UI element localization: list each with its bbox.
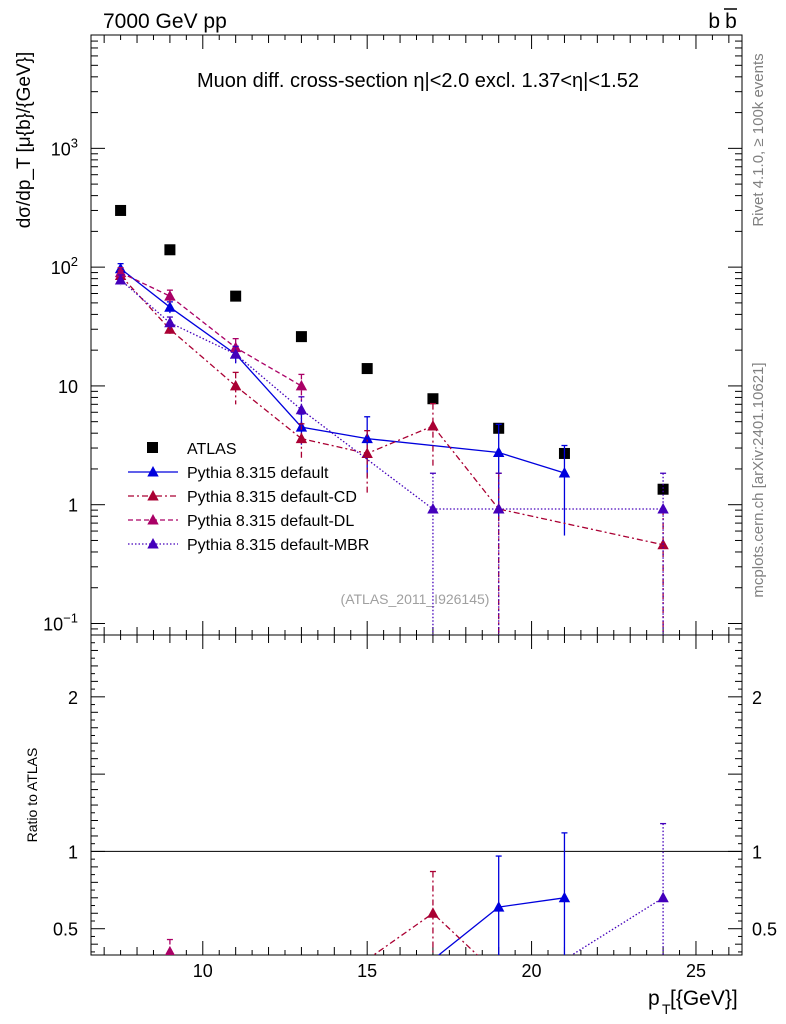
mcplots-label: mcplots.cern.ch [arXiv:2401.10621]	[750, 362, 767, 597]
x-tick-label: 25	[686, 961, 706, 981]
data-point	[295, 403, 308, 415]
data-point	[361, 363, 373, 375]
data-point	[427, 393, 439, 405]
data-point	[558, 466, 571, 478]
series-line	[120, 271, 302, 387]
legend-marker	[147, 466, 159, 477]
legend-label: Pythia 8.315 default-DL	[187, 513, 354, 530]
legend-label: Pythia 8.315 default-CD	[187, 489, 357, 506]
data-point	[230, 290, 242, 302]
data-point	[361, 447, 373, 458]
y-tick-label: 102	[51, 254, 78, 278]
legend: ATLAS Pythia 8.315 default Pythia 8.315 de…	[128, 441, 369, 554]
legend-marker	[147, 490, 159, 501]
legend-entry: ATLAS	[147, 441, 237, 458]
data-point	[361, 432, 373, 444]
ratio-tick-label: 0.5	[53, 920, 78, 940]
ratio-plot-frame	[90, 634, 743, 956]
data-point	[492, 503, 505, 514]
process-label: b b	[708, 8, 737, 33]
svg-text:[{GeV}]: [{GeV}]	[670, 987, 738, 1010]
data-point	[115, 204, 127, 216]
data-point	[164, 301, 176, 312]
ratio-tick-label: 1	[68, 842, 78, 862]
data-point	[295, 331, 307, 343]
ratio-series-0	[437, 832, 571, 955]
ratio-series-1	[372, 870, 479, 955]
x-tick-label: 20	[522, 961, 542, 981]
x-axis-label: p T [{GeV}]	[648, 987, 738, 1017]
y-tick-label: 10	[58, 377, 78, 397]
y-tick-label: 103	[51, 135, 78, 159]
data-point	[164, 945, 175, 955]
data-point	[114, 273, 127, 285]
y-tick-label: 1	[68, 496, 78, 516]
ratio-tick-label: 2	[68, 688, 78, 708]
ratio-tick-label: 2	[752, 688, 762, 708]
data-point	[295, 432, 308, 444]
data-point	[558, 891, 571, 903]
data-point	[164, 316, 176, 328]
data-point	[164, 290, 176, 301]
data-point	[295, 379, 308, 391]
legend-label: ATLAS	[187, 441, 237, 458]
energy-label: 7000 GeV pp	[103, 10, 227, 33]
series-3	[114, 266, 308, 401]
y-tick-label: 10−1	[43, 610, 78, 634]
legend-entry: Pythia 8.315 default	[128, 465, 329, 482]
svg-text:b: b	[725, 10, 737, 33]
watermark: (ATLAS_2011_I926145)	[341, 591, 490, 607]
legend-entry: Pythia 8.315 default-DL	[128, 513, 354, 530]
data-point	[657, 483, 669, 495]
data-point	[492, 901, 505, 912]
legend-label: Pythia 8.315 default-MBR	[187, 537, 369, 554]
rivet-version-label: Rivet 4.1.0, ≥ 100k events	[750, 53, 767, 226]
svg-text:T: T	[662, 1001, 671, 1017]
data-point	[427, 503, 439, 514]
svg-text:p: p	[648, 987, 660, 1010]
data-point	[427, 907, 439, 918]
ratio-axis-label: Ratio to ATLAS	[24, 748, 40, 843]
data-point	[229, 348, 242, 359]
x-tick-label: 15	[357, 961, 377, 981]
y-axis-label: dσ/dp_T [μ{b}/{GeV}]	[14, 52, 35, 229]
legend-marker	[147, 538, 159, 549]
data-point	[657, 503, 669, 514]
ratio-tick-label: 0.5	[752, 920, 777, 940]
data-point	[229, 379, 242, 391]
svg-text:b: b	[708, 10, 720, 33]
ratio-series-2	[164, 938, 175, 955]
data-point	[164, 244, 176, 256]
legend-entry: Pythia 8.315 default-MBR	[128, 537, 369, 554]
series-line	[120, 275, 664, 546]
ratio-tick-label: 1	[752, 842, 762, 862]
data-point	[427, 419, 439, 431]
plot-title: Muon diff. cross-section η|<2.0 excl. 1.…	[197, 70, 639, 92]
ratio-series-3	[570, 822, 669, 955]
series-4	[114, 273, 669, 635]
data-point	[657, 891, 669, 903]
legend-label: Pythia 8.315 default	[187, 465, 329, 482]
legend-marker	[147, 514, 159, 525]
legend-marker	[147, 442, 158, 453]
x-tick-label: 10	[193, 961, 213, 981]
legend-entry: Pythia 8.315 default-CD	[128, 489, 357, 506]
data-point	[492, 446, 505, 458]
